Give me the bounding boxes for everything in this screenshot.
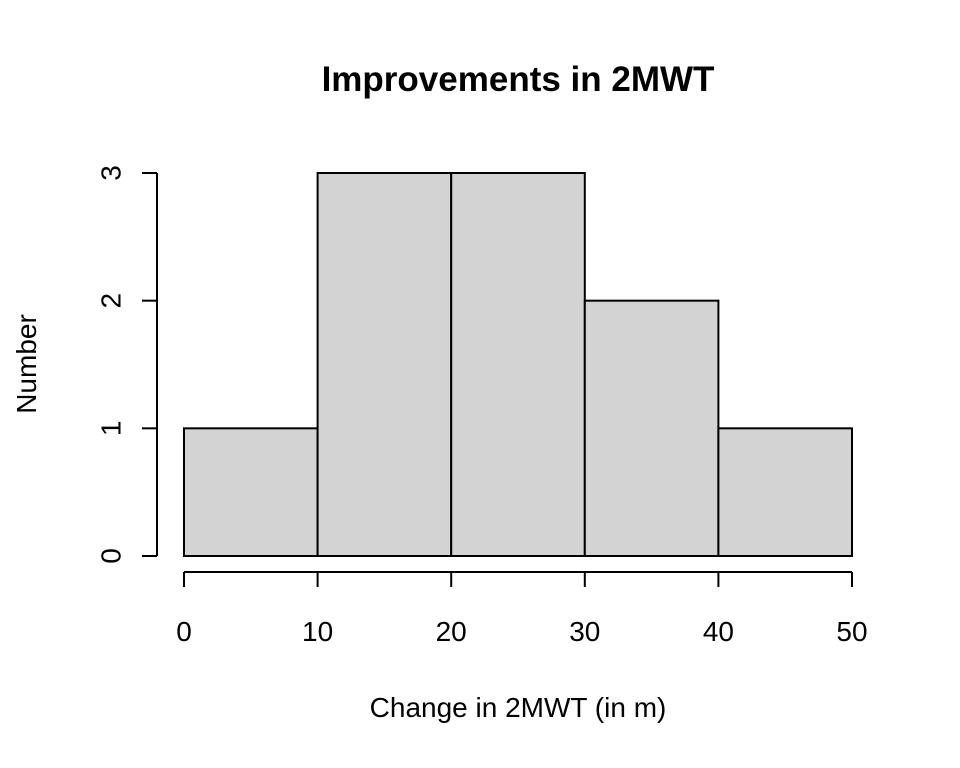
x-tick-label: 10 bbox=[302, 616, 333, 647]
histogram-bar-1 bbox=[183, 427, 319, 558]
y-axis-label: Number bbox=[11, 314, 42, 414]
x-tick-label: 50 bbox=[836, 616, 867, 647]
histogram-bar-2 bbox=[316, 172, 453, 557]
chart-title: Improvements in 2MWT bbox=[322, 60, 715, 99]
x-tick-label: 30 bbox=[569, 616, 600, 647]
x-tick-label: 0 bbox=[176, 616, 192, 647]
histogram-bar-3 bbox=[450, 172, 586, 557]
y-tick-label: 3 bbox=[96, 165, 127, 181]
x-tick-label: 40 bbox=[703, 616, 734, 647]
y-tick-label: 1 bbox=[96, 421, 127, 437]
histogram-bar-5 bbox=[717, 427, 854, 558]
y-tick-label: 2 bbox=[96, 293, 127, 309]
x-axis: 0 10 20 30 40 50 bbox=[176, 571, 868, 647]
x-tick-label: 20 bbox=[436, 616, 467, 647]
x-axis-label: Change in 2MWT (in m) bbox=[370, 692, 667, 723]
bars-group bbox=[183, 172, 854, 558]
histogram-bar-4 bbox=[583, 299, 720, 557]
y-tick-label: 0 bbox=[96, 548, 127, 564]
y-axis: 0 1 2 3 bbox=[96, 165, 158, 564]
